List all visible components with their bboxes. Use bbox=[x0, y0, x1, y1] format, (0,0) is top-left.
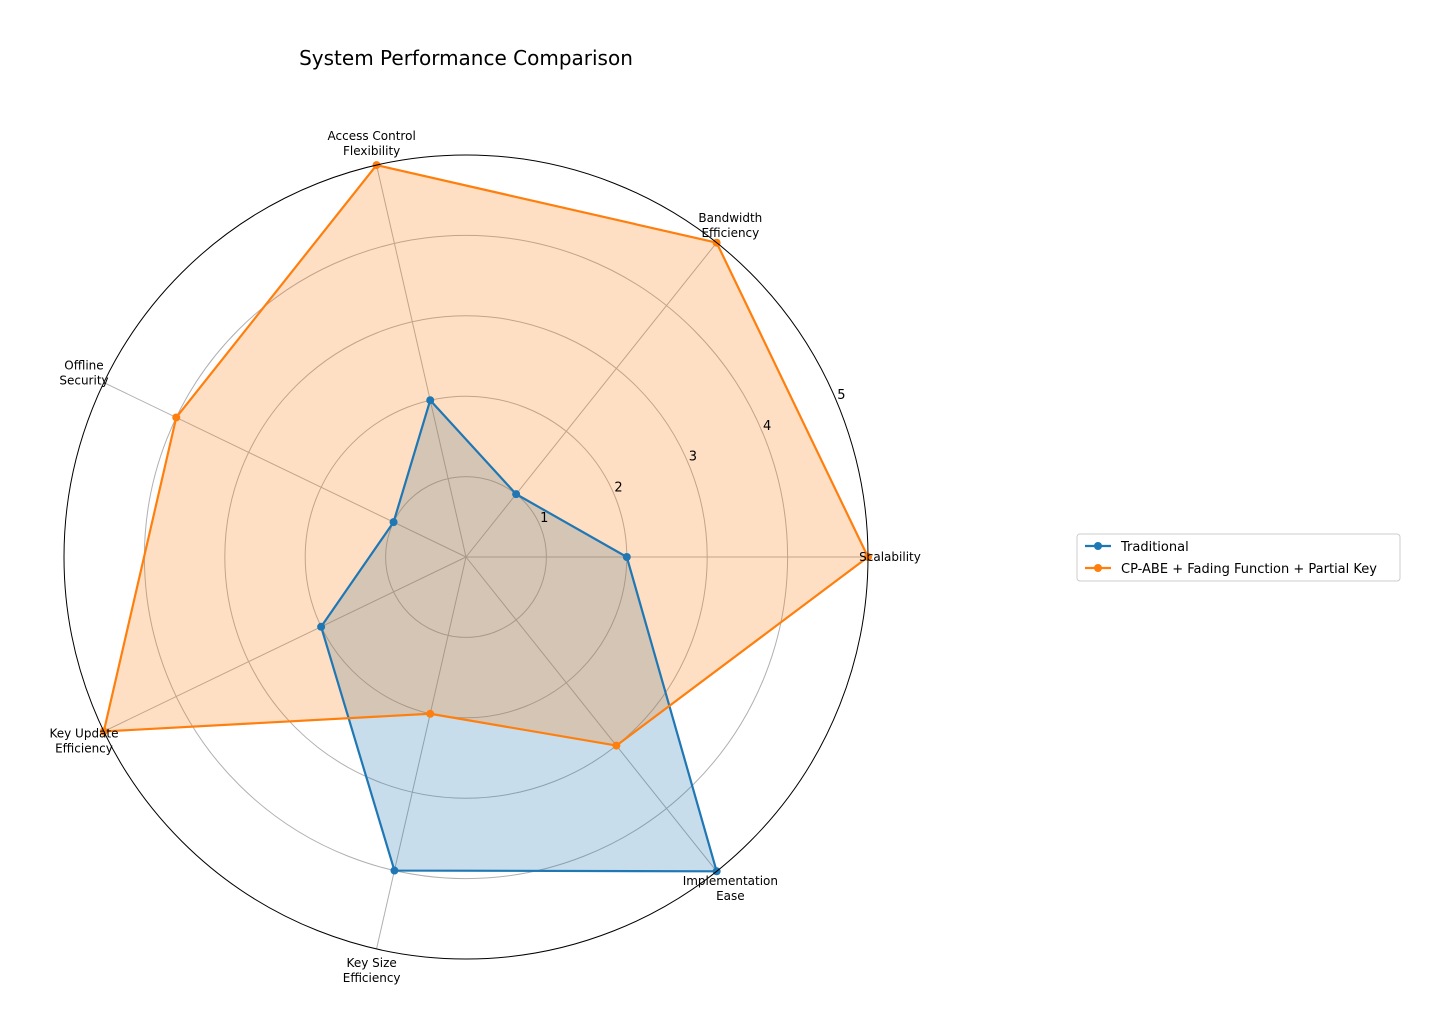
grid-spoke bbox=[376, 556, 467, 950]
axis-label: Implementation Ease bbox=[683, 874, 778, 903]
series-fill bbox=[103, 165, 868, 746]
radial-tick-label: 5 bbox=[837, 388, 845, 403]
data-point bbox=[317, 622, 326, 631]
grid-spoke bbox=[103, 556, 467, 732]
grid-spoke bbox=[376, 164, 467, 558]
data-point bbox=[622, 553, 631, 561]
grid-spoke bbox=[465, 556, 718, 872]
legend-label: CP-ABE + Fading Function + Partial Key bbox=[1121, 562, 1377, 577]
data-point bbox=[389, 518, 398, 527]
polar-spine bbox=[63, 154, 869, 960]
radial-tick-label: 3 bbox=[689, 450, 697, 465]
series-line bbox=[320, 399, 718, 873]
radar-series bbox=[63, 154, 872, 960]
grid-spoke bbox=[465, 242, 718, 558]
data-point bbox=[390, 866, 399, 875]
axis-labels: Scalability Bandwidth Efficiency Access Con… bbox=[49, 129, 920, 985]
axis-label: Key Size Efficiency bbox=[343, 956, 401, 985]
radial-tick-labels: 1 2 3 4 5 bbox=[540, 388, 845, 526]
radial-tick-label: 2 bbox=[614, 480, 622, 495]
legend-label: Traditional bbox=[1120, 540, 1189, 555]
axis-label: Offline Security bbox=[59, 359, 108, 388]
axis-label: Bandwidth Efficiency bbox=[698, 211, 762, 240]
legend-frame bbox=[1076, 533, 1401, 582]
grid-spoke bbox=[103, 382, 467, 558]
legend: Traditional CP-ABE + Fading Function + Pa… bbox=[1076, 533, 1401, 582]
series-line bbox=[102, 163, 870, 747]
legend-marker bbox=[1094, 542, 1102, 550]
legend-marker bbox=[1094, 564, 1102, 572]
data-point bbox=[426, 709, 435, 718]
radial-tick-label: 1 bbox=[540, 511, 548, 526]
data-point bbox=[172, 413, 181, 422]
chart-title: System Performance Comparison bbox=[299, 46, 633, 70]
axis-label: Access Control Flexibility bbox=[328, 129, 416, 158]
data-point bbox=[426, 396, 435, 405]
radial-tick-label: 4 bbox=[763, 419, 771, 434]
axis-label: Key Update Efficiency bbox=[49, 726, 118, 755]
data-point bbox=[512, 490, 521, 499]
series-fill bbox=[321, 400, 717, 872]
axis-label: Scalability bbox=[859, 550, 921, 564]
data-point bbox=[612, 741, 621, 750]
